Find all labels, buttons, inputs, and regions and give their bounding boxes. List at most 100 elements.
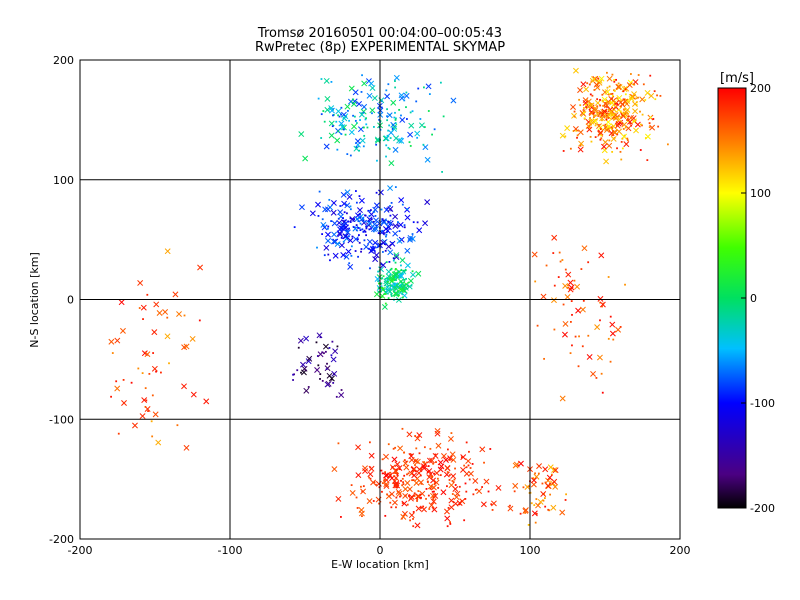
point-dot — [564, 135, 567, 138]
point-dot — [613, 79, 615, 81]
point-cross — [140, 304, 147, 311]
point-cross — [404, 247, 411, 254]
point-dot — [326, 362, 328, 365]
point-cross — [384, 93, 391, 100]
point-dot — [336, 148, 339, 151]
point-dot — [611, 95, 614, 97]
point-dot — [340, 516, 342, 518]
point-cross — [356, 100, 363, 107]
point-dot — [400, 272, 403, 275]
point-cross — [183, 444, 190, 451]
point-dot — [377, 270, 379, 273]
point-cross — [416, 227, 423, 234]
point-dot — [340, 389, 343, 391]
point-dot — [630, 73, 632, 75]
point-dot — [387, 146, 390, 149]
point-dot — [353, 218, 356, 220]
point-dot — [363, 134, 366, 137]
point-cross — [344, 189, 351, 196]
point-dot — [411, 110, 414, 113]
point-cross — [483, 478, 490, 485]
point-cross — [564, 294, 571, 300]
point-cross — [644, 89, 651, 96]
point-cross — [615, 83, 622, 90]
point-dot — [553, 284, 556, 287]
point-dot — [412, 518, 414, 520]
point-dot — [362, 218, 365, 220]
point-dot — [609, 101, 612, 104]
point-dot — [320, 78, 323, 80]
point-cross — [300, 361, 306, 368]
point-dot — [328, 346, 331, 349]
point-cross — [389, 240, 396, 247]
point-cross — [381, 304, 388, 310]
point-dot — [614, 102, 617, 105]
point-cross — [426, 468, 433, 474]
point-dot — [583, 107, 585, 109]
point-dot — [592, 116, 595, 118]
point-dot — [392, 259, 395, 262]
point-cross — [586, 354, 593, 360]
point-dot — [377, 280, 379, 283]
point-cross — [388, 491, 395, 497]
point-dot — [408, 494, 411, 497]
point-dot — [142, 318, 144, 320]
point-dot — [111, 352, 114, 354]
point-cross — [366, 92, 373, 99]
point-dot — [406, 503, 409, 506]
point-dot — [599, 319, 601, 322]
point-cross — [114, 337, 121, 344]
point-dot — [328, 198, 331, 201]
point-cross — [351, 123, 357, 130]
point-dot — [394, 111, 396, 114]
point-dot — [548, 509, 551, 512]
point-dot — [183, 314, 186, 317]
point-cross — [610, 101, 617, 108]
point-cross — [354, 138, 361, 145]
point-cross — [479, 446, 486, 453]
point-cross — [401, 287, 408, 294]
point-dot — [155, 370, 157, 373]
point-cross — [108, 338, 115, 345]
point-dot — [609, 315, 612, 318]
point-dot — [576, 136, 578, 139]
point-cross — [414, 435, 421, 442]
point-dot — [408, 141, 411, 144]
point-dot — [323, 254, 326, 257]
point-dot — [601, 93, 604, 96]
point-dot — [403, 459, 406, 461]
point-cross — [337, 231, 344, 238]
point-dot — [532, 477, 535, 480]
point-dot — [615, 121, 618, 124]
point-cross — [387, 288, 394, 295]
point-cross — [398, 273, 405, 280]
point-dot — [591, 94, 594, 97]
point-dot — [355, 122, 358, 124]
point-cross — [370, 245, 376, 252]
point-cross — [422, 220, 429, 227]
point-dot — [582, 109, 585, 112]
point-dot — [386, 280, 389, 283]
point-dot — [354, 250, 357, 252]
point-cross — [610, 135, 617, 142]
point-cross — [379, 292, 386, 299]
point-cross — [434, 430, 441, 437]
point-dot — [330, 354, 333, 357]
point-cross — [615, 326, 622, 333]
point-dot — [465, 441, 468, 444]
point-dot — [487, 490, 490, 493]
point-cross — [323, 77, 330, 84]
point-dot — [583, 117, 586, 120]
point-cross — [574, 283, 581, 290]
point-cross — [562, 331, 568, 338]
point-cross — [507, 505, 514, 512]
point-dot — [384, 293, 387, 295]
point-dot — [368, 476, 371, 479]
point-dot — [436, 477, 439, 480]
point-dot — [627, 118, 629, 120]
point-dot — [610, 93, 612, 95]
point-dot — [340, 236, 343, 239]
point-cross — [349, 490, 356, 496]
point-dot — [340, 106, 343, 109]
point-dot — [464, 498, 467, 500]
